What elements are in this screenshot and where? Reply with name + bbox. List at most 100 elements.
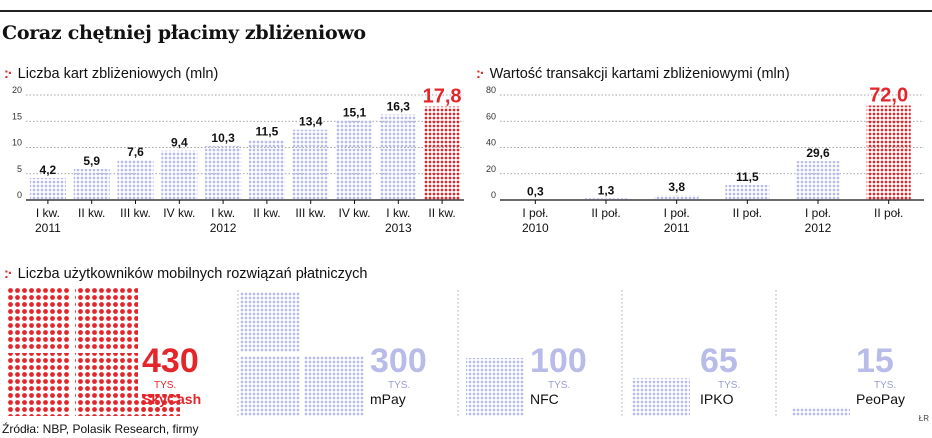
data-label: 13,4 (299, 115, 323, 129)
bar (380, 114, 417, 200)
x-tick-label: III kw. (120, 206, 151, 220)
user-count: 65 (700, 342, 738, 380)
y-tick-label: 0 (491, 190, 496, 200)
data-label: 4,2 (40, 163, 57, 177)
x-tick-label-year: 2011 (664, 221, 690, 235)
data-label: 10,3 (211, 131, 235, 145)
provider-name: SkyCash (142, 391, 201, 407)
data-label: 29,6 (806, 146, 830, 160)
y-tick-label: 40 (486, 138, 496, 148)
user-block (240, 356, 300, 416)
provider-name: mPay (370, 391, 406, 407)
user-block (75, 286, 138, 349)
red-dots-icon: :· (4, 266, 13, 282)
user-count: 300 (370, 342, 427, 380)
x-tick-label-year: 2012 (210, 221, 237, 235)
x-tick-label: I kw. (386, 206, 410, 220)
bar (73, 169, 110, 200)
data-label: 17,8 (423, 86, 462, 108)
user-block (75, 353, 138, 416)
bar (248, 139, 285, 200)
y-tick-label: 5 (17, 164, 22, 174)
x-tick-label: I kw. (36, 206, 60, 220)
unit-label: TYS. (154, 380, 176, 391)
x-tick-label: II kw. (428, 206, 455, 220)
bar (292, 129, 329, 200)
user-count: 100 (530, 342, 587, 380)
author-credit: ŁR (918, 414, 929, 423)
x-tick-label: I poł. (522, 206, 548, 220)
source-note: Źródła: NBP, Polasik Research, firmy (2, 422, 199, 436)
chart2-title: Wartość transakcji kartami zbliżeniowymi… (489, 66, 790, 82)
x-tick-label: II kw. (253, 206, 280, 220)
bar (654, 195, 699, 200)
chart3-title: Liczba użytkowników mobilnych rozwiązań … (17, 266, 368, 282)
chart3-title-block: :· Liczba użytkowników mobilnych rozwiąza… (4, 266, 367, 282)
user-count: 430 (142, 342, 199, 380)
data-label: 16,3 (387, 99, 411, 113)
x-tick-label: II poł. (733, 206, 762, 220)
bar (29, 177, 66, 200)
bar (424, 106, 461, 200)
x-tick-label: I poł. (664, 206, 690, 220)
data-label: 1,3 (598, 183, 615, 197)
x-tick-label: III kw. (295, 206, 326, 220)
user-block (792, 407, 850, 416)
user-block (304, 356, 364, 416)
y-tick-label: 10 (12, 138, 22, 148)
x-tick-label: II kw. (78, 206, 105, 220)
bar (205, 145, 242, 200)
x-tick-label: I poł. (805, 206, 831, 220)
y-tick-label: 20 (12, 85, 22, 95)
unit-label: TYS. (548, 380, 570, 391)
bar (866, 105, 911, 200)
user-block (632, 378, 690, 416)
x-tick-label: II poł. (591, 206, 620, 220)
y-tick-label: 80 (486, 85, 496, 95)
y-tick-label: 20 (486, 164, 496, 174)
x-tick-label: IV kw. (338, 206, 370, 220)
unit-label: TYS. (388, 380, 410, 391)
user-count: 15 (856, 342, 894, 380)
data-label: 11,5 (256, 125, 279, 139)
x-tick-label: IV kw. (163, 206, 195, 220)
data-label: 9,4 (171, 136, 188, 150)
bar (161, 150, 198, 200)
user-block (466, 358, 524, 416)
data-label: 3,8 (668, 180, 685, 194)
y-tick-label: 0 (17, 190, 22, 200)
user-block (8, 353, 71, 416)
x-tick-label: I kw. (211, 206, 235, 220)
x-tick-label-year: 2013 (385, 221, 412, 235)
red-dots-icon: :· (4, 66, 13, 82)
user-block-remainder (142, 394, 180, 416)
user-block (240, 292, 300, 352)
y-tick-label: 15 (12, 111, 22, 121)
data-label: 0,3 (527, 185, 544, 199)
bar (584, 198, 628, 200)
provider-name: IPKO (700, 391, 734, 407)
data-label: 72,0 (869, 85, 908, 107)
provider-name: NFC (530, 391, 559, 407)
bar (336, 120, 373, 200)
data-label: 15,1 (343, 106, 367, 120)
x-tick-label-year: 2011 (35, 221, 61, 235)
bar (725, 184, 770, 200)
bar (117, 160, 154, 200)
y-tick-label: 60 (486, 111, 496, 121)
red-dots-icon: :· (476, 66, 485, 82)
chart1-title-block: :· Liczba kart zbliżeniowych (mln) (4, 66, 218, 82)
top-rule (0, 10, 932, 12)
unit-label: TYS. (874, 380, 896, 391)
provider-name: PeoPay (856, 391, 905, 407)
unit-label: TYS. (718, 380, 740, 391)
x-tick-label-year: 2012 (805, 221, 832, 235)
data-label: 5,9 (83, 154, 100, 168)
bar (796, 161, 840, 200)
data-label: 7,6 (127, 145, 144, 159)
page-title: Coraz chętniej płacimy zbliżeniowo (2, 22, 366, 44)
x-tick-label-year: 2010 (522, 221, 549, 235)
data-label: 11,5 (736, 170, 759, 184)
chart2-title-block: :· Wartość transakcji kartami zbliżeniowy… (476, 66, 790, 82)
